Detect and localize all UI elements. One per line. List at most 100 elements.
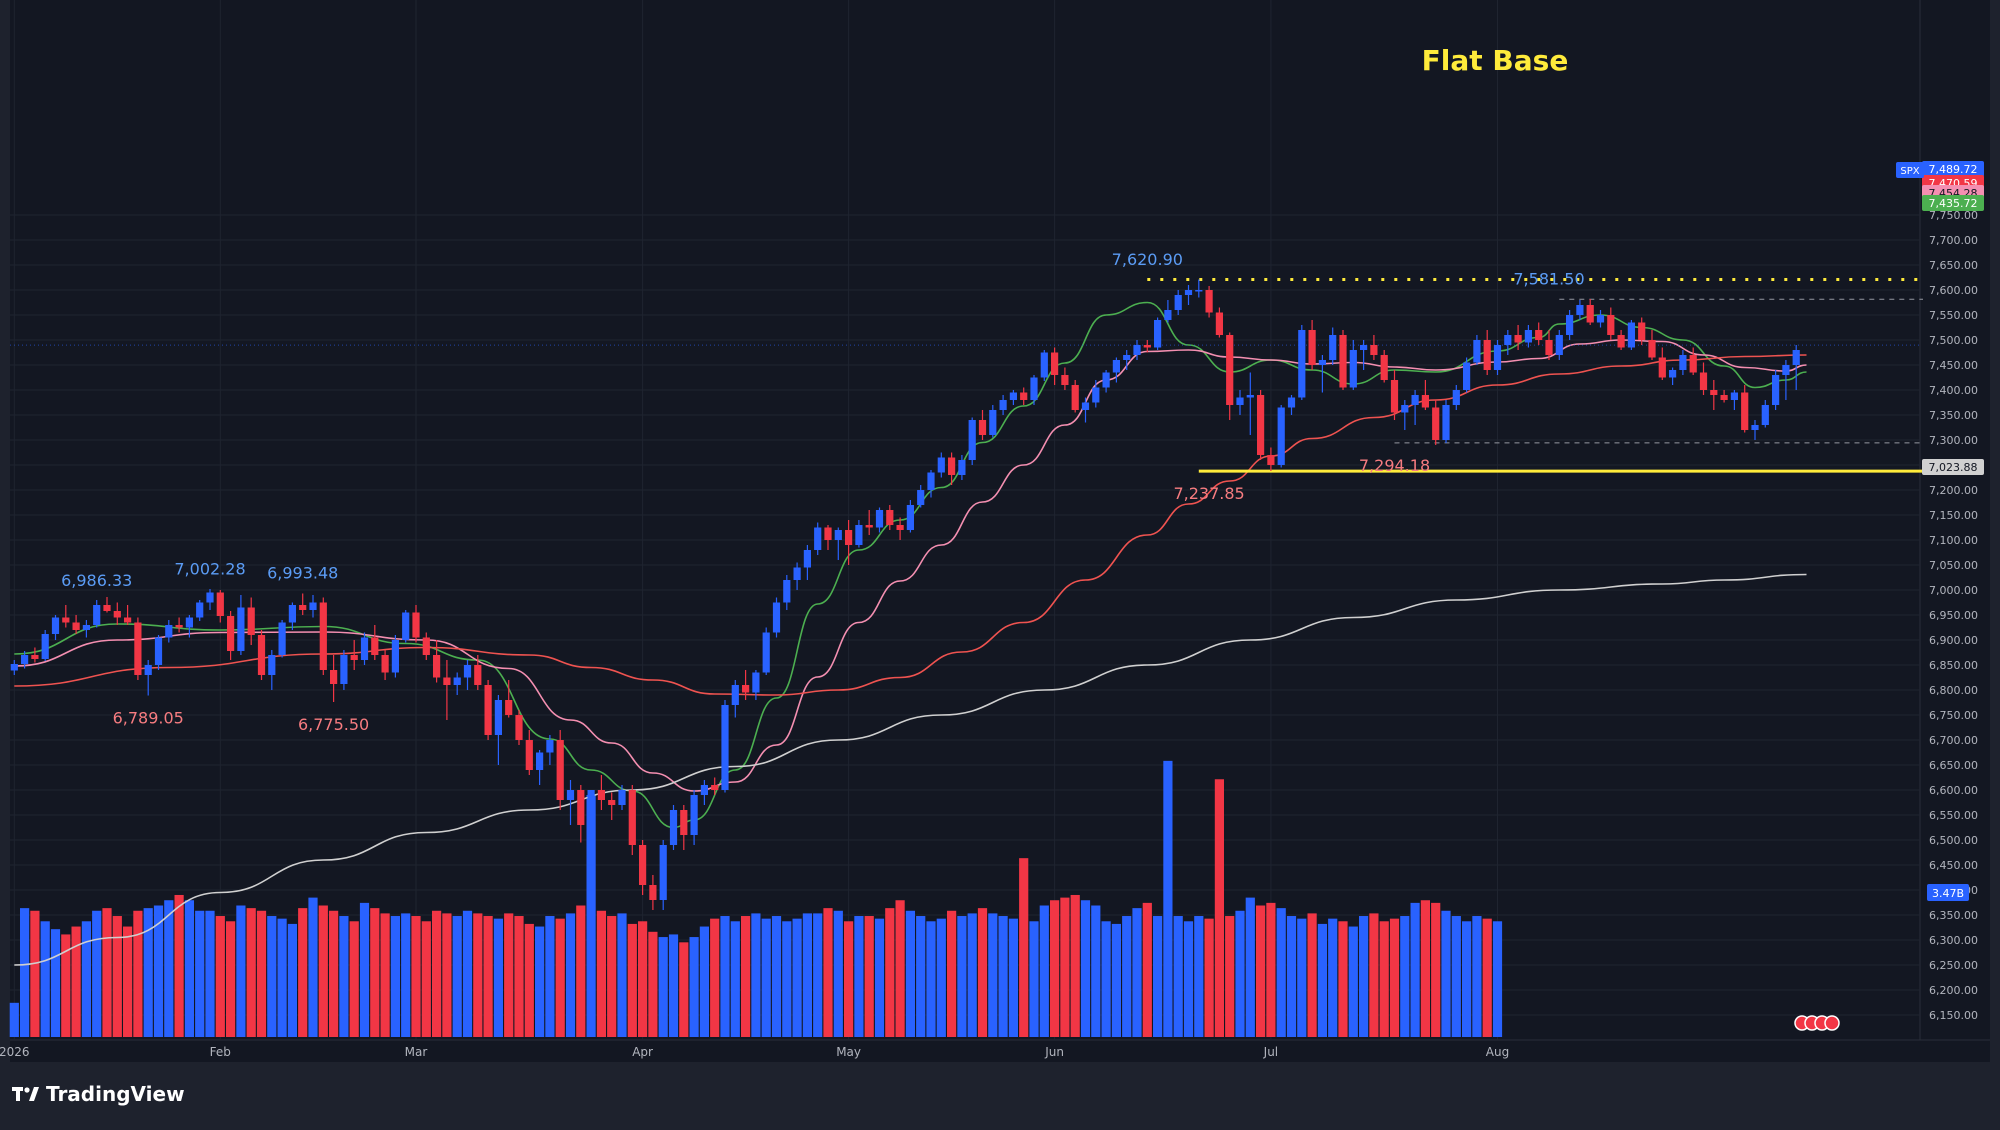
volume-bar [1080, 900, 1091, 1037]
tradingview-logo[interactable]: TradingView [12, 1082, 185, 1106]
y-tick-label: 7,650.00 [1929, 259, 1978, 272]
volume-bar [1492, 921, 1503, 1037]
candle-body [525, 740, 533, 770]
volume-bar [112, 916, 122, 1037]
volume-bar [967, 913, 977, 1037]
ma10-tag[interactable]: 7,435.72 [1922, 195, 1984, 211]
candle-body [402, 612, 410, 640]
candle-body [1473, 340, 1481, 363]
y-tick-label: 6,800.00 [1929, 684, 1978, 697]
volume-bar [30, 910, 40, 1037]
candle-body [1154, 320, 1162, 348]
candle-body [906, 505, 914, 530]
volume-bar [329, 910, 339, 1037]
candle-body [999, 400, 1007, 410]
y-tick-label: 6,350.00 [1929, 909, 1978, 922]
candle-body [257, 635, 266, 675]
last-price-tag[interactable]: 7,489.72 [1922, 161, 1984, 177]
volume-bar [1307, 913, 1317, 1037]
plot-area[interactable] [10, 0, 1920, 1040]
candle-body [1390, 380, 1399, 413]
candle-body [196, 602, 204, 618]
y-tick-label: 7,100.00 [1929, 534, 1978, 547]
x-tick-label: Jun [1044, 1045, 1064, 1059]
x-axis-ticks: 2026 Feb Mar Apr May Jun Jul Aug [0, 1045, 1509, 1059]
candle-body [824, 527, 832, 540]
y-tick-label: 7,500.00 [1929, 334, 1978, 347]
ma-line [14, 339, 1807, 792]
symbol-badge[interactable]: SPX [1896, 162, 1924, 178]
candle-body [1030, 377, 1038, 400]
ma200-tag[interactable]: 7,023.88 [1922, 459, 1984, 475]
event-markers[interactable] [1794, 1015, 1840, 1031]
volume-bar [421, 921, 431, 1037]
volume-bar [1441, 910, 1451, 1037]
volume-bar [298, 908, 308, 1037]
candle-body [1215, 312, 1223, 335]
candle-body [134, 622, 142, 675]
candle-body [896, 525, 904, 530]
candle-body [639, 845, 647, 885]
volume-bar [174, 894, 184, 1037]
candle-body [1380, 355, 1388, 380]
volume-bar [895, 900, 905, 1037]
candle-body [1205, 290, 1213, 313]
volume-bar [432, 910, 442, 1037]
volume-bar [143, 908, 153, 1037]
volume-bar [1183, 921, 1194, 1037]
event-marker-icon[interactable] [1824, 1015, 1840, 1031]
candle-body [185, 617, 193, 628]
candle-body [371, 637, 379, 655]
candle-body [721, 705, 729, 790]
volume-bar [957, 916, 967, 1037]
y-tick-label: 6,450.00 [1929, 859, 1978, 872]
volume-bars [9, 760, 1503, 1037]
candle-body [340, 655, 348, 684]
volume-bar [226, 921, 236, 1037]
candle-body [845, 530, 853, 545]
candle-body [1143, 345, 1151, 348]
volume-bar [1060, 897, 1070, 1037]
volume-bar [401, 913, 411, 1037]
volume-bar [771, 916, 782, 1037]
candle-body [1669, 370, 1677, 378]
volume-bar [1091, 905, 1101, 1037]
time-axis[interactable] [10, 1040, 1990, 1062]
volume-tag[interactable]: 3.47B [1927, 884, 1969, 901]
candle-body [299, 605, 307, 610]
volume-bar [1317, 923, 1327, 1037]
y-tick-label: 7,000.00 [1929, 584, 1978, 597]
price-tag-bg [1922, 161, 1984, 177]
volume-bar [555, 918, 565, 1037]
candle-body [1483, 340, 1491, 370]
candle-body [144, 665, 152, 675]
y-tick-label: 6,850.00 [1929, 659, 1978, 672]
candle-body [1267, 455, 1275, 465]
candle-body [391, 640, 399, 673]
candle-body [1555, 335, 1563, 355]
volume-bar [679, 942, 689, 1037]
volume-bar [50, 929, 61, 1037]
candle-body [268, 655, 276, 675]
candle-body [1504, 335, 1512, 345]
volume-bar [1029, 921, 1039, 1037]
y-axis-ticks: 6,150.00 6,200.00 6,250.00 6,300.00 6,350.00… [1929, 209, 1978, 1022]
volume-bar [133, 910, 143, 1037]
volume-bar [926, 921, 936, 1037]
y-tick-label: 7,200.00 [1929, 484, 1978, 497]
symbol-label: SPX [1900, 166, 1919, 177]
candle-body [731, 685, 739, 705]
candle-body [1081, 402, 1090, 410]
price-tag-text: 7,489.72 [1929, 163, 1978, 176]
x-tick-label: Apr [632, 1045, 653, 1059]
volume-bar [1132, 908, 1142, 1037]
candle-body [1071, 385, 1079, 410]
y-tick-label: 7,750.00 [1929, 209, 1978, 222]
candle-body [814, 527, 822, 550]
volume-bar [1451, 916, 1461, 1037]
volume-bar [1410, 902, 1420, 1037]
volume-bar [473, 913, 483, 1037]
volume-bar [689, 937, 699, 1037]
